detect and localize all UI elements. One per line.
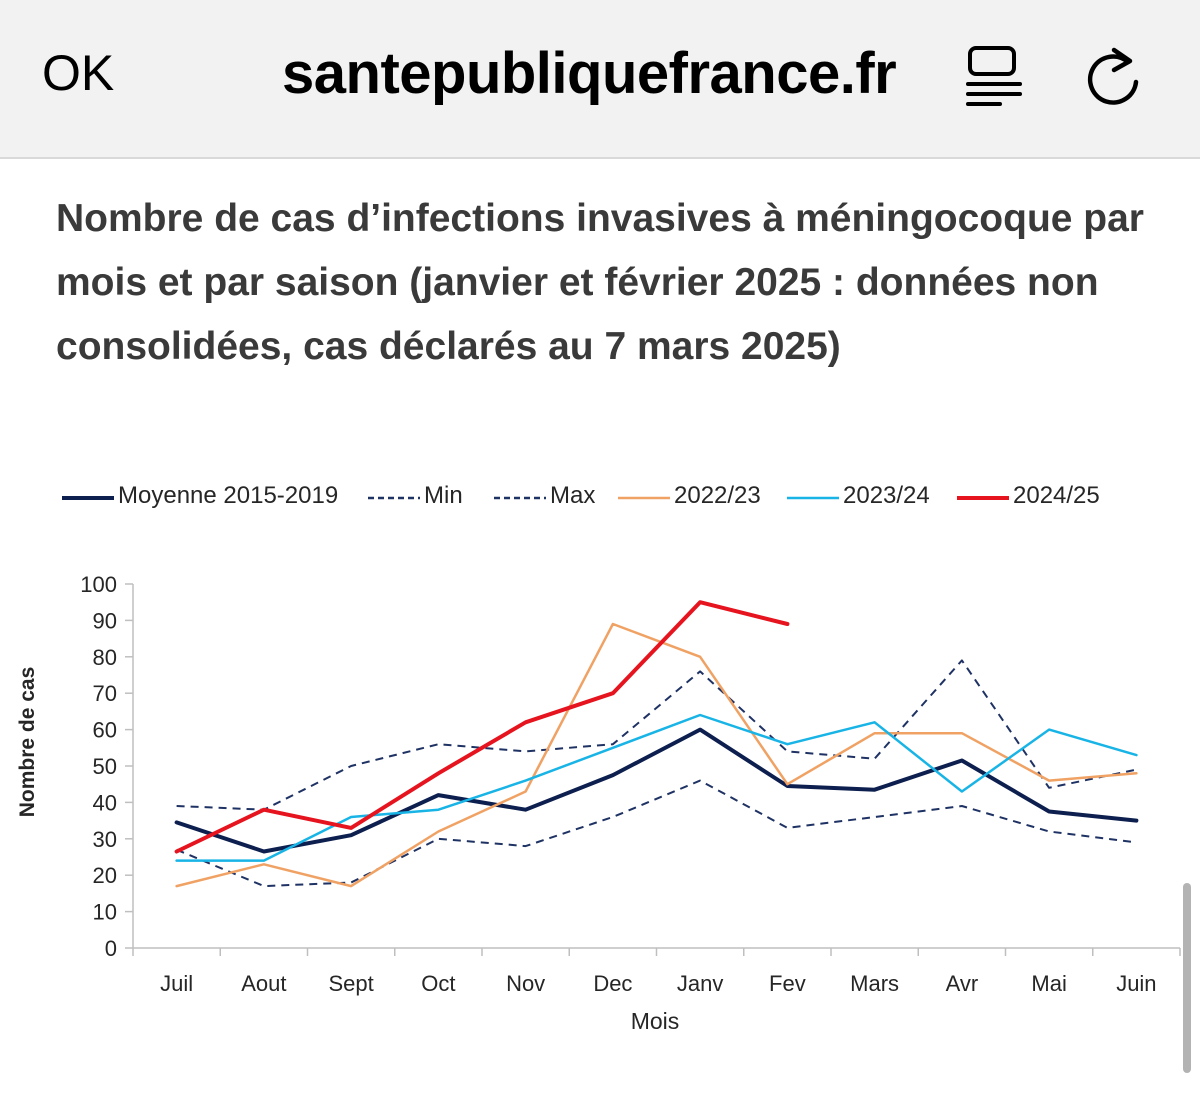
x-tick-label: Juin	[1116, 971, 1156, 996]
legend-label: Max	[550, 482, 596, 509]
y-tick-label: 80	[93, 645, 117, 670]
line-chart: Nombre de cas Mois 0 10 20 30 40 50 60 70 80 90 10…	[16, 572, 1181, 1034]
series-line-max	[176, 659, 1137, 811]
y-tick-label: 30	[93, 827, 117, 852]
x-tick-label: Sept	[328, 971, 373, 996]
y-tick-label: 90	[93, 608, 117, 633]
x-tick-label: Avr	[946, 971, 979, 996]
x-tick-label: Dec	[593, 971, 632, 996]
x-tick-label: Janv	[677, 971, 723, 996]
legend-swatch	[787, 496, 839, 500]
x-tick-label: Oct	[421, 971, 455, 996]
chart-legend: Moyenne 2015-2019 Min Max 2022/23 2023/24 202…	[60, 480, 1160, 516]
x-tick-label: Mai	[1031, 971, 1066, 996]
x-axis-title: Mois	[631, 1008, 680, 1034]
ok-button[interactable]: OK	[42, 45, 115, 101]
scrollbar-thumb[interactable]	[1183, 883, 1191, 1073]
legend-swatch	[618, 496, 670, 500]
y-tick-label: 10	[93, 900, 117, 925]
article-title: Nombre de cas d’infections invasives à m…	[56, 197, 1144, 368]
reader-view-icon[interactable]	[964, 44, 1024, 106]
series-line-2022-23	[175, 622, 1138, 888]
legend-swatch	[62, 496, 114, 500]
reload-icon[interactable]	[1084, 42, 1146, 108]
y-tick-label: 20	[93, 863, 117, 888]
series-line-2024-25	[174, 600, 790, 854]
series-line-moyenne-2015-2019	[174, 727, 1139, 854]
y-axis-title: Nombre de cas	[16, 667, 39, 818]
x-tick-label: Juil	[160, 971, 193, 996]
legend-label: Moyenne 2015-2019	[118, 482, 339, 509]
y-tick-label: 100	[80, 572, 117, 597]
y-tick-label: 0	[105, 936, 117, 961]
legend-swatch	[494, 496, 546, 500]
x-tick-label: Nov	[506, 971, 545, 996]
legend-label: Min	[424, 482, 463, 509]
legend-label: 2022/23	[674, 482, 761, 509]
y-axis-title-group: Nombre de cas	[16, 667, 39, 818]
legend-swatch	[957, 496, 1009, 500]
series-line-min	[176, 779, 1137, 888]
browser-toolbar: OK santepubliquefrance.fr	[0, 0, 1200, 159]
x-tick-label: Aout	[241, 971, 286, 996]
x-tick-label: Fev	[769, 971, 806, 996]
y-tick-label: 60	[93, 718, 117, 743]
y-tick-label: 70	[93, 681, 117, 706]
legend-swatch	[368, 496, 420, 500]
y-tick-label: 40	[93, 790, 117, 815]
y-tick-label: 50	[93, 754, 117, 779]
url-domain[interactable]: santepubliquefrance.fr	[282, 41, 897, 106]
legend-label: 2024/25	[1013, 482, 1100, 509]
series-line-2023-24	[175, 713, 1138, 862]
x-tick-label: Mars	[850, 971, 899, 996]
legend-label: 2023/24	[843, 482, 930, 509]
